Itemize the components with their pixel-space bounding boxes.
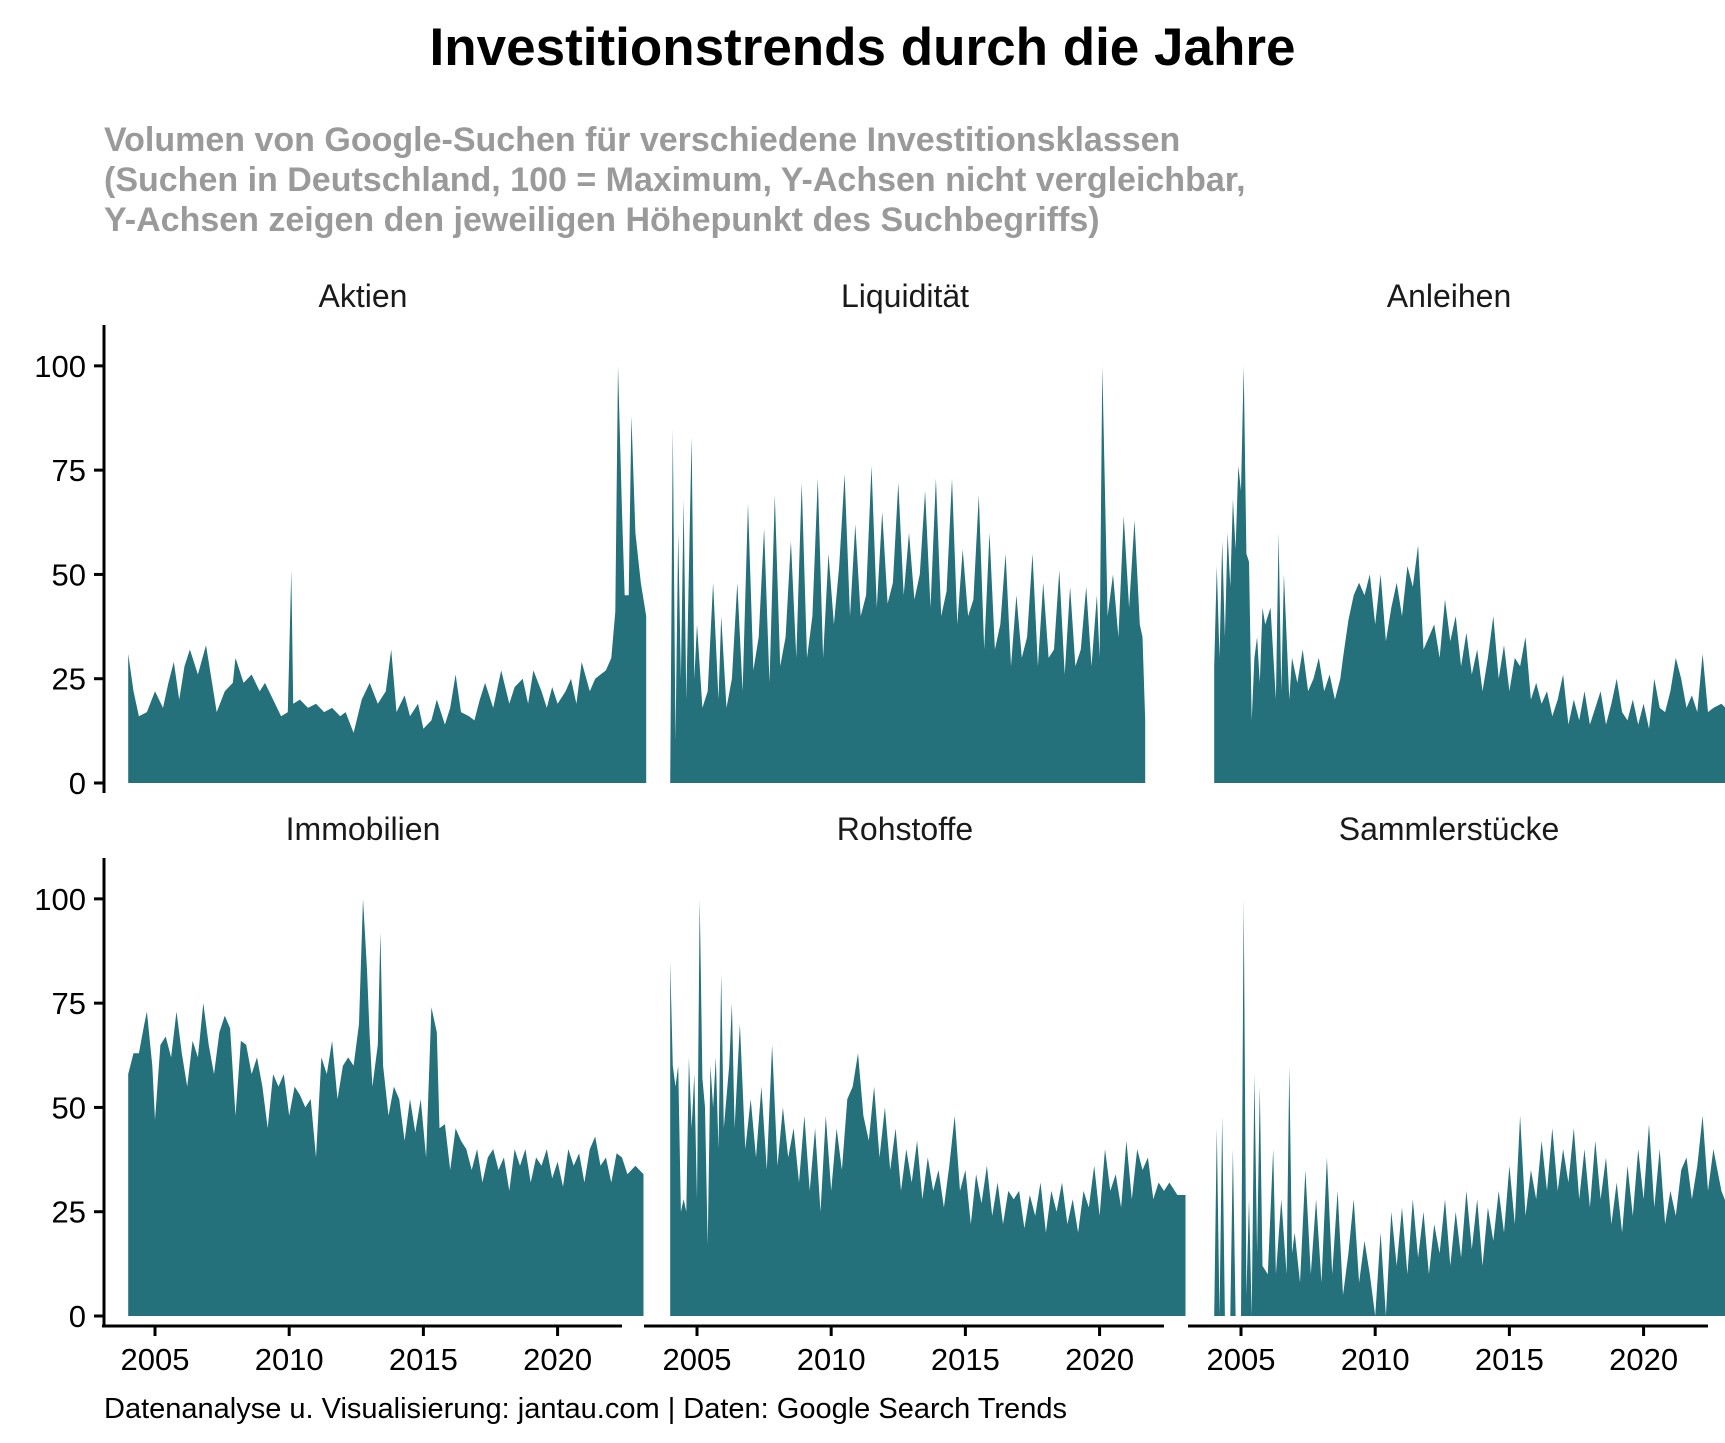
subtitle-line-3: Y-Achsen zeigen den jeweiligen Höhepunkt… <box>104 201 1100 239</box>
x-tick-label: 2010 <box>797 1342 866 1377</box>
chart-title: Investitionstrends durch die Jahre <box>429 18 1296 77</box>
y-tick-label: 50 <box>52 1090 86 1125</box>
x-tick-label: 2015 <box>389 1342 458 1377</box>
y-tick-label: 100 <box>34 349 86 384</box>
y-tick-label: 50 <box>52 557 86 592</box>
area-sammlerst-cke <box>1214 898 1725 1316</box>
caption: Datenanalyse u. Visualisierung: jantau.c… <box>104 1393 1067 1425</box>
facet-label-rohstoffe: Rohstoffe <box>837 811 973 847</box>
x-tick-label: 2005 <box>121 1342 190 1377</box>
subtitle-line-2: (Suchen in Deutschland, 100 = Maximum, Y… <box>104 161 1246 199</box>
area-immobilien <box>128 898 644 1316</box>
x-tick-label: 2010 <box>255 1342 324 1377</box>
x-tick-label: 2015 <box>1475 1342 1544 1377</box>
x-tick-label: 2015 <box>931 1342 1000 1377</box>
x-tick-label: 2005 <box>663 1342 732 1377</box>
x-tick-label: 2020 <box>1609 1342 1678 1377</box>
x-tick-label: 2010 <box>1341 1342 1410 1377</box>
y-tick-label: 25 <box>52 662 86 697</box>
y-tick-label: 0 <box>69 1299 86 1334</box>
area-anleihen <box>1214 365 1725 783</box>
y-tick-label: 0 <box>69 766 86 801</box>
facet-label-immobilien: Immobilien <box>286 811 441 847</box>
subtitle-line-1: Volumen von Google-Suchen für verschiede… <box>104 121 1181 159</box>
facet-label-anleihen: Anleihen <box>1387 278 1512 314</box>
area-liquidit-t <box>670 365 1146 783</box>
y-tick-label: 75 <box>52 453 86 488</box>
x-tick-label: 2005 <box>1207 1342 1276 1377</box>
facet-label-aktien: Aktien <box>319 278 408 314</box>
facet-label-sammlerst-cke: Sammlerstücke <box>1339 811 1560 847</box>
area-aktien <box>128 365 647 783</box>
x-tick-label: 2020 <box>1065 1342 1134 1377</box>
x-tick-label: 2020 <box>523 1342 592 1377</box>
facet-label-liquidit-t: Liquidität <box>841 278 969 314</box>
y-tick-label: 100 <box>34 882 86 917</box>
y-tick-label: 25 <box>52 1195 86 1230</box>
area-rohstoffe <box>670 898 1186 1316</box>
y-tick-label: 75 <box>52 986 86 1021</box>
